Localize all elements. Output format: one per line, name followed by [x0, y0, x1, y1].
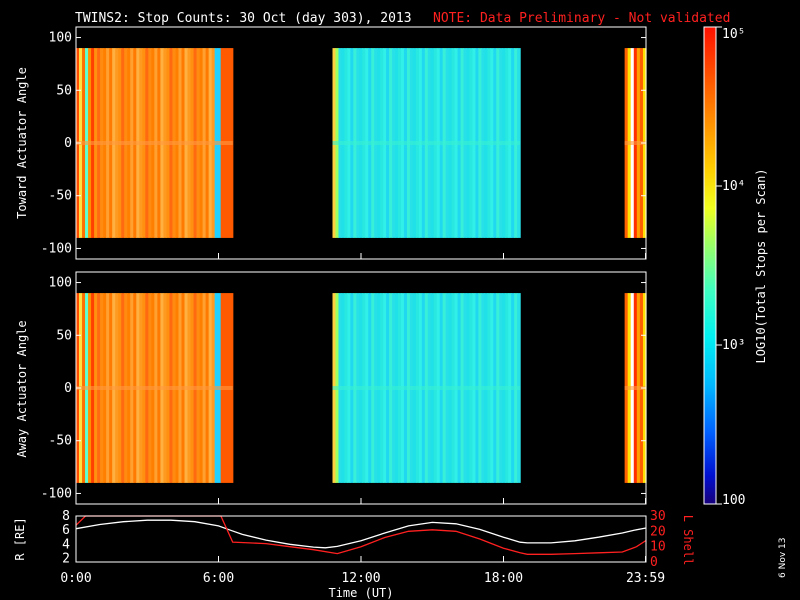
y-tick-label: 100	[49, 276, 72, 291]
r-series-line	[75, 519, 647, 549]
time-tick-label: 0:00	[60, 571, 91, 586]
date-stamp: 6 Nov 13	[778, 538, 788, 578]
time-axis-ticks: 0:00 6:00 12:00 18:00 23:59	[60, 253, 665, 586]
time-tick-label: 23:59	[626, 571, 665, 586]
y-tick-label: 0	[64, 381, 72, 396]
r-tick-label: 6	[62, 523, 70, 538]
orbit-lines	[75, 515, 647, 555]
y-tick-label: -100	[41, 241, 72, 256]
lshell-tick-label: 30	[650, 509, 666, 524]
colorbar-tick-label: 10⁴	[722, 179, 745, 194]
toward-y-ticks: 100 50 0 -50 -100	[41, 31, 646, 256]
toward-y-label: Toward Actuator Angle	[15, 67, 29, 219]
lshell-axis-label: L Shell	[681, 515, 695, 566]
colorbar-gradient	[703, 26, 717, 505]
y-tick-label: 0	[64, 136, 72, 151]
lshell-series-line	[75, 515, 647, 555]
panel-away: 100 50 0 -50 -100 Away Actuator Angle	[15, 271, 647, 505]
time-tick-label: 18:00	[484, 571, 523, 586]
heatmap-away	[76, 293, 647, 483]
lshell-tick-label: 20	[650, 524, 666, 539]
zero-angle-band	[624, 141, 646, 145]
colorbar-tick-label: 10⁵	[722, 27, 745, 42]
colorbar-ticks: 10⁵ 10⁴ 10³ 100	[716, 26, 745, 508]
colorbar-tick-label: 10³	[722, 338, 745, 353]
r-tick-label: 8	[62, 509, 70, 524]
away-y-ticks: 100 50 0 -50 -100	[41, 276, 646, 501]
time-tick-label: 6:00	[203, 571, 234, 586]
r-tick-label: 2	[62, 551, 70, 566]
time-tick-label: 12:00	[341, 571, 380, 586]
y-tick-label: 50	[56, 328, 72, 343]
preliminary-note: NOTE: Data Preliminary - Not validated	[433, 11, 730, 26]
lshell-tick-label: 10	[650, 540, 666, 555]
colorbar: 10⁵ 10⁴ 10³ 100 LOG10(Total Stops per Scan)	[703, 26, 768, 508]
y-tick-label: 100	[49, 31, 72, 46]
panel-toward: 100 50 0 -50 -100 Toward Actuator Angle	[15, 26, 647, 260]
time-axis-label: Time (UT)	[328, 586, 393, 600]
r-axis-label: R [RE]	[13, 517, 27, 560]
y-tick-label: -100	[41, 486, 72, 501]
y-tick-label: -50	[49, 189, 72, 204]
zero-angle-band	[332, 386, 521, 390]
y-tick-label: -50	[49, 434, 72, 449]
zero-angle-band	[332, 141, 521, 145]
zero-angle-band	[76, 386, 233, 390]
chart-title: TWINS2: Stop Counts: 30 Oct (day 303), 2…	[75, 11, 412, 26]
colorbar-tick-label: 100	[722, 493, 745, 508]
heatmap-toward	[76, 48, 647, 238]
y-tick-label: 50	[56, 83, 72, 98]
panel-orbit-frame	[75, 515, 647, 563]
zero-angle-band	[624, 386, 646, 390]
lshell-tick-label: 0	[650, 555, 658, 570]
r-tick-label: 4	[62, 537, 70, 552]
colorbar-label: LOG10(Total Stops per Scan)	[754, 168, 768, 363]
zero-angle-band	[76, 141, 233, 145]
away-y-label: Away Actuator Angle	[15, 320, 29, 457]
